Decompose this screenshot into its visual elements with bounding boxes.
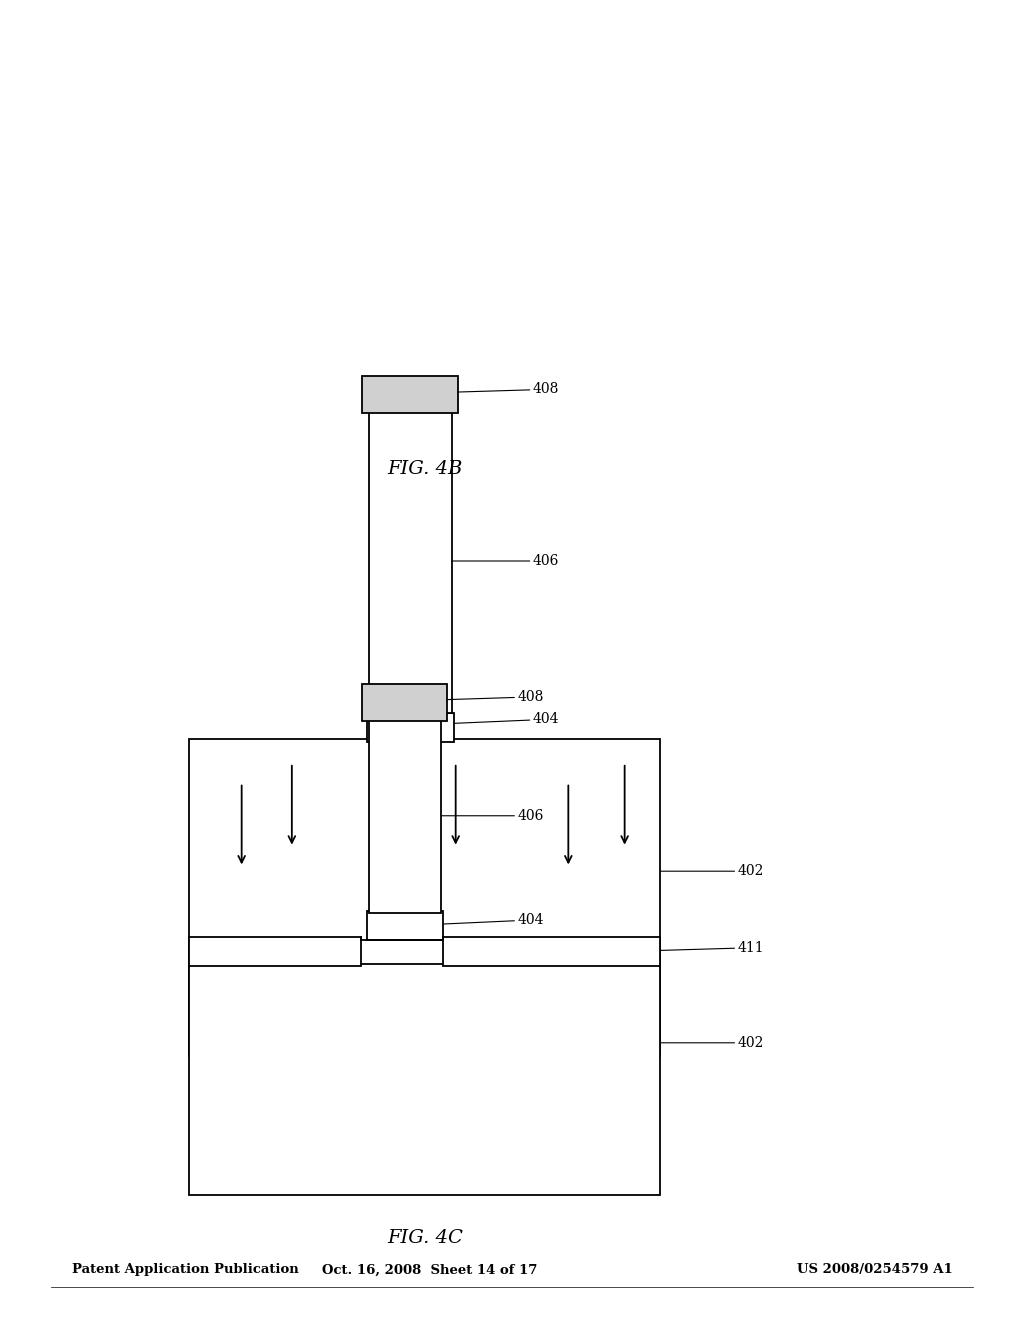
Bar <box>369 719 441 913</box>
Text: 406: 406 <box>452 554 559 568</box>
Bar <box>362 376 458 413</box>
Bar <box>189 937 361 966</box>
Text: 402: 402 <box>660 1036 764 1049</box>
Bar <box>367 911 443 940</box>
Text: Patent Application Publication: Patent Application Publication <box>72 1263 298 1276</box>
Bar <box>369 409 452 713</box>
Text: 408: 408 <box>458 383 559 396</box>
Text: Oct. 16, 2008  Sheet 14 of 17: Oct. 16, 2008 Sheet 14 of 17 <box>323 1263 538 1276</box>
Bar <box>189 964 660 1195</box>
Text: 406: 406 <box>441 809 544 822</box>
Text: FIG. 4C: FIG. 4C <box>387 1229 463 1247</box>
Bar <box>362 684 447 721</box>
Bar <box>189 739 660 1056</box>
Text: 402: 402 <box>660 865 764 878</box>
Bar <box>367 713 454 742</box>
Text: 404: 404 <box>443 913 544 927</box>
Bar <box>443 937 660 966</box>
Text: 411: 411 <box>660 941 764 954</box>
Text: 408: 408 <box>447 690 544 704</box>
Text: 404: 404 <box>454 713 559 726</box>
Text: FIG. 4B: FIG. 4B <box>387 459 463 478</box>
Text: US 2008/0254579 A1: US 2008/0254579 A1 <box>797 1263 952 1276</box>
